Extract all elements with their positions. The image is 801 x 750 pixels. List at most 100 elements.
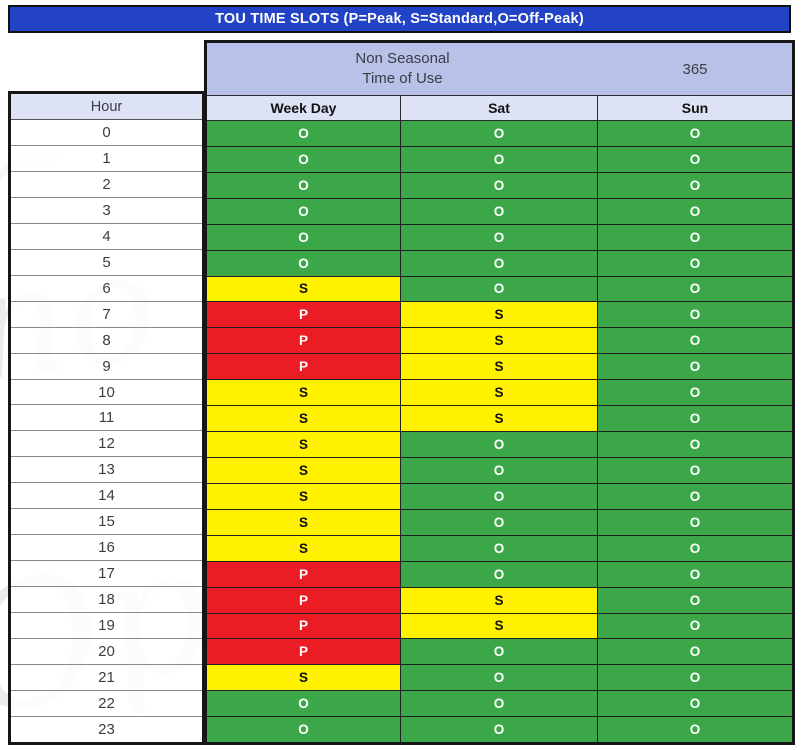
tou-cell-sat-hour-13[interactable]: O xyxy=(400,457,598,483)
tou-cell-sat-hour-0[interactable]: O xyxy=(400,121,598,146)
tou-cell-sun-hour-13[interactable]: O xyxy=(598,457,792,483)
tou-cell-sat-hour-16[interactable]: O xyxy=(400,535,598,561)
tou-cell-sat-hour-10[interactable]: S xyxy=(400,380,598,406)
tou-cell-weekday-hour-12[interactable]: S xyxy=(207,432,400,457)
tou-cell-weekday-hour-8[interactable]: P xyxy=(207,328,400,354)
tou-cell-sun-hour-5[interactable]: O xyxy=(598,250,792,276)
tou-cell-sat-hour-12[interactable]: O xyxy=(400,432,598,457)
tou-cell-weekday-hour-18[interactable]: P xyxy=(207,587,400,613)
column-header-weekday: Week Day xyxy=(270,100,337,116)
tou-cell-weekday-hour-22[interactable]: O xyxy=(207,691,400,717)
tou-cell-sat-hour-11[interactable]: S xyxy=(400,406,598,432)
tou-cell-weekday-hour-13[interactable]: S xyxy=(207,457,400,483)
tou-cell-sat-hour-20[interactable]: O xyxy=(400,639,598,665)
tou-cell-weekday-hour-7[interactable]: P xyxy=(207,302,400,328)
tou-cell-sun-hour-9[interactable]: O xyxy=(598,354,792,380)
tou-cell-sun-hour-8[interactable]: O xyxy=(598,328,792,354)
tou-cell-sun-hour-3[interactable]: O xyxy=(598,198,792,224)
tou-cell-sun-hour-10[interactable]: O xyxy=(598,380,792,406)
hour-label: 1 xyxy=(11,144,202,171)
tou-cell-sat-hour-1[interactable]: O xyxy=(400,146,598,172)
tou-cell-sat-hour-14[interactable]: O xyxy=(400,483,598,509)
season-line1: Non Seasonal xyxy=(355,49,450,67)
tou-cell-sat-hour-18[interactable]: S xyxy=(400,587,598,613)
tou-cell-sun-hour-18[interactable]: O xyxy=(598,587,792,613)
tou-cell-weekday-hour-14[interactable]: S xyxy=(207,483,400,509)
tou-cell-sat-hour-23[interactable]: O xyxy=(400,717,598,743)
tou-table: Non Seasonal Time of Use 365 Week Day Sa… xyxy=(204,40,795,745)
hour-rows: 0 1 2 3 4 5 6 7 8 9 10 11 12 13 14 15 16 17 18 19 20 21 22 23 xyxy=(11,120,202,742)
tou-cell-sun-hour-14[interactable]: O xyxy=(598,483,792,509)
tou-cell-sun-hour-23[interactable]: O xyxy=(598,717,792,743)
tou-cell-weekday-hour-10[interactable]: S xyxy=(207,380,400,406)
hour-label: 7 xyxy=(11,300,202,327)
tou-cell-weekday-hour-3[interactable]: O xyxy=(207,198,400,224)
hour-label: 23 xyxy=(11,715,202,742)
tou-cell-sat-hour-8[interactable]: S xyxy=(400,328,598,354)
tou-cell-weekday-hour-0[interactable]: O xyxy=(207,121,400,146)
tou-cell-weekday-hour-4[interactable]: O xyxy=(207,224,400,250)
tou-cell-sun-hour-4[interactable]: O xyxy=(598,224,792,250)
hour-label: 15 xyxy=(11,508,202,535)
tou-cell-weekday-hour-19[interactable]: P xyxy=(207,613,400,639)
hour-label: 3 xyxy=(11,196,202,223)
tou-cell-weekday-hour-21[interactable]: S xyxy=(207,665,400,691)
tou-cell-sat-hour-19[interactable]: S xyxy=(400,613,598,639)
tou-cell-weekday-hour-5[interactable]: O xyxy=(207,250,400,276)
tou-cell-weekday-hour-1[interactable]: O xyxy=(207,146,400,172)
tou-cell-sun-hour-22[interactable]: O xyxy=(598,691,792,717)
tou-cell-sat-hour-3[interactable]: O xyxy=(400,198,598,224)
tou-cell-sat-hour-5[interactable]: O xyxy=(400,250,598,276)
tou-cell-sat-hour-22[interactable]: O xyxy=(400,691,598,717)
tou-cell-sun-hour-11[interactable]: O xyxy=(598,406,792,432)
tou-cell-sun-hour-1[interactable]: O xyxy=(598,146,792,172)
hour-table: Hour 0 1 2 3 4 5 6 7 8 9 10 11 12 13 14 15 16 17 18 19 20 21 2… xyxy=(8,91,205,745)
tou-cell-sun-hour-20[interactable]: O xyxy=(598,639,792,665)
tou-cell-sun-hour-16[interactable]: O xyxy=(598,535,792,561)
tou-cell-weekday-hour-11[interactable]: S xyxy=(207,406,400,432)
tou-cell-weekday-hour-20[interactable]: P xyxy=(207,639,400,665)
tou-cell-weekday-hour-23[interactable]: O xyxy=(207,717,400,743)
tou-cell-sun-hour-12[interactable]: O xyxy=(598,432,792,457)
tou-cell-sat-hour-2[interactable]: O xyxy=(400,172,598,198)
tou-cell-sun-hour-0[interactable]: O xyxy=(598,121,792,146)
tou-cell-sat-hour-9[interactable]: S xyxy=(400,354,598,380)
hour-label: 21 xyxy=(11,664,202,690)
tou-cell-sat-hour-6[interactable]: O xyxy=(400,276,598,302)
tou-cell-sun-hour-21[interactable]: O xyxy=(598,665,792,691)
hour-label: 10 xyxy=(11,378,202,405)
season-line2: Time of Use xyxy=(362,70,443,87)
tou-cell-sun-hour-6[interactable]: O xyxy=(598,276,792,302)
tou-cell-weekday-hour-6[interactable]: S xyxy=(207,276,400,302)
tou-cell-sat-hour-17[interactable]: O xyxy=(400,561,598,587)
season-name: Non Seasonal Time of Use xyxy=(207,43,598,95)
column-header-hour: Hour xyxy=(11,94,202,120)
tou-cell-weekday-hour-9[interactable]: P xyxy=(207,354,400,380)
tou-cell-sun-hour-17[interactable]: O xyxy=(598,561,792,587)
tou-cell-sun-hour-2[interactable]: O xyxy=(598,172,792,198)
tou-cell-weekday-hour-17[interactable]: P xyxy=(207,561,400,587)
tou-cell-weekday-hour-16[interactable]: S xyxy=(207,535,400,561)
column-header-row: Week Day Sat Sun xyxy=(207,95,792,121)
tou-cell-sun-hour-19[interactable]: O xyxy=(598,613,792,639)
hour-label: 13 xyxy=(11,456,202,483)
tou-cell-sun-hour-7[interactable]: O xyxy=(598,302,792,328)
tou-cell-sat-hour-21[interactable]: O xyxy=(400,665,598,691)
tou-cell-weekday-hour-2[interactable]: O xyxy=(207,172,400,198)
tou-cell-sat-hour-4[interactable]: O xyxy=(400,224,598,250)
tou-cell-sat-hour-15[interactable]: O xyxy=(400,509,598,535)
tou-cell-weekday-hour-15[interactable]: S xyxy=(207,509,400,535)
tou-cell-sun-hour-15[interactable]: O xyxy=(598,509,792,535)
hour-label: 20 xyxy=(11,638,202,665)
tou-cell-sat-hour-7[interactable]: S xyxy=(400,302,598,328)
